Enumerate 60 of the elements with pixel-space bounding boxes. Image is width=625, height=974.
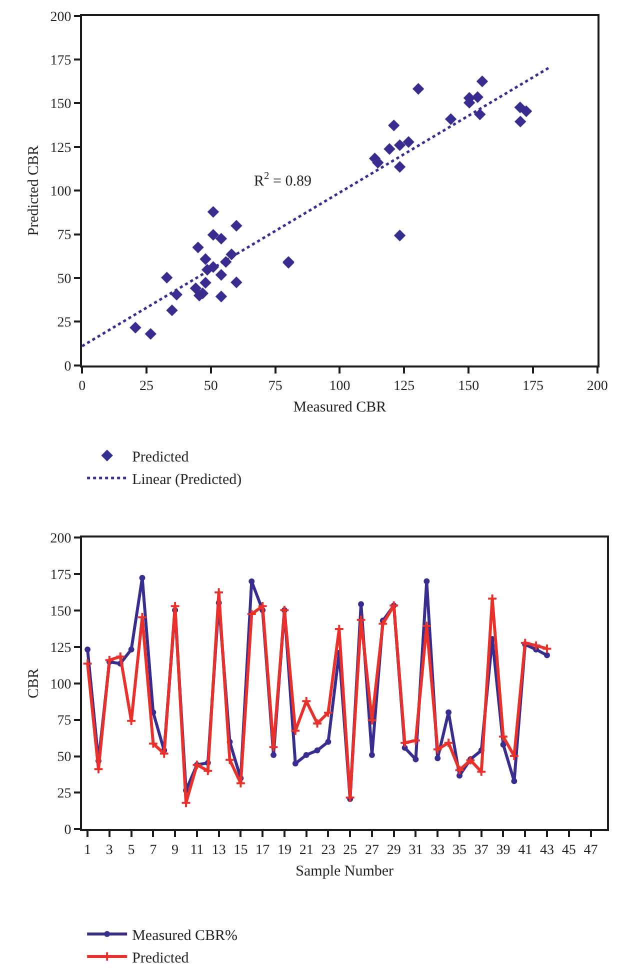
y-tick-label: 150 — [50, 97, 72, 112]
x-tick-label: 5 — [128, 842, 135, 858]
y-tick-label: 75 — [57, 714, 72, 729]
x-tick-label: 50 — [204, 379, 218, 394]
y-tick-label: 0 — [64, 823, 72, 838]
x-tick-label: 175 — [522, 379, 544, 394]
x-tick-label: 29 — [386, 842, 401, 858]
legend-label: Predicted — [132, 449, 190, 466]
y-axis-title: CBR — [26, 668, 42, 698]
x-tick-label: 1 — [84, 842, 92, 858]
y-tick-label: 50 — [57, 272, 72, 287]
x-tick-label: 200 — [586, 379, 608, 394]
legend-label: Predicted — [132, 950, 190, 966]
x-tick-label: 31 — [408, 842, 423, 858]
x-tick-label: 11 — [190, 842, 204, 858]
x-tick-label: 9 — [172, 842, 179, 858]
x-tick-label: 13 — [212, 842, 226, 858]
y-tick-label: 175 — [50, 53, 72, 68]
x-axis-title: Measured CBR — [293, 400, 386, 416]
y-tick-label: 100 — [50, 184, 72, 200]
x-tick-label: 43 — [540, 842, 554, 858]
y-tick-label: 25 — [57, 786, 72, 802]
x-tick-label: 23 — [321, 842, 336, 858]
x-tick-label: 39 — [496, 842, 510, 858]
x-tick-label: 17 — [256, 842, 270, 858]
y-tick-label: 75 — [57, 228, 72, 244]
x-tick-label: 25 — [343, 842, 358, 858]
y-tick-label: 50 — [57, 750, 72, 766]
y-tick-label: 100 — [50, 677, 72, 692]
y-tick-label: 125 — [50, 140, 72, 156]
x-tick-label: 21 — [299, 842, 314, 858]
x-tick-label: 47 — [584, 842, 598, 858]
x-tick-label: 0 — [78, 379, 86, 394]
x-tick-label: 3 — [106, 842, 113, 858]
x-tick-label: 45 — [562, 842, 576, 858]
x-tick-label: 100 — [329, 379, 350, 394]
x-tick-label: 37 — [474, 842, 488, 858]
x-tick-label: 7 — [150, 842, 157, 858]
x-axis-title: Sample Number — [296, 863, 394, 880]
x-tick-label: 25 — [140, 379, 154, 394]
x-tick-label: 125 — [394, 379, 415, 394]
annotation: R$^{2}$ = 0.89 — [254, 171, 312, 190]
x-tick-label: 41 — [518, 842, 532, 858]
y-tick-label: 200 — [50, 532, 72, 547]
y-tick-label: 200 — [50, 10, 72, 25]
x-tick-label: 33 — [430, 842, 445, 858]
x-tick-label: 35 — [452, 842, 466, 858]
x-tick-label: 15 — [234, 842, 248, 858]
x-tick-label: 27 — [364, 842, 379, 858]
y-tick-label: 175 — [50, 568, 72, 584]
y-tick-label: 25 — [57, 316, 72, 331]
y-tick-label: 0 — [64, 359, 72, 374]
legend-label: Measured CBR% — [132, 928, 238, 944]
y-axis-title: Predicted CBR — [26, 145, 42, 236]
legend-label: Linear (Predicted) — [132, 472, 242, 488]
x-tick-label: 75 — [268, 379, 282, 394]
x-tick-label: 150 — [458, 379, 480, 394]
x-tick-label: 19 — [277, 842, 292, 858]
y-tick-label: 125 — [50, 640, 72, 656]
y-tick-label: 150 — [50, 604, 72, 620]
